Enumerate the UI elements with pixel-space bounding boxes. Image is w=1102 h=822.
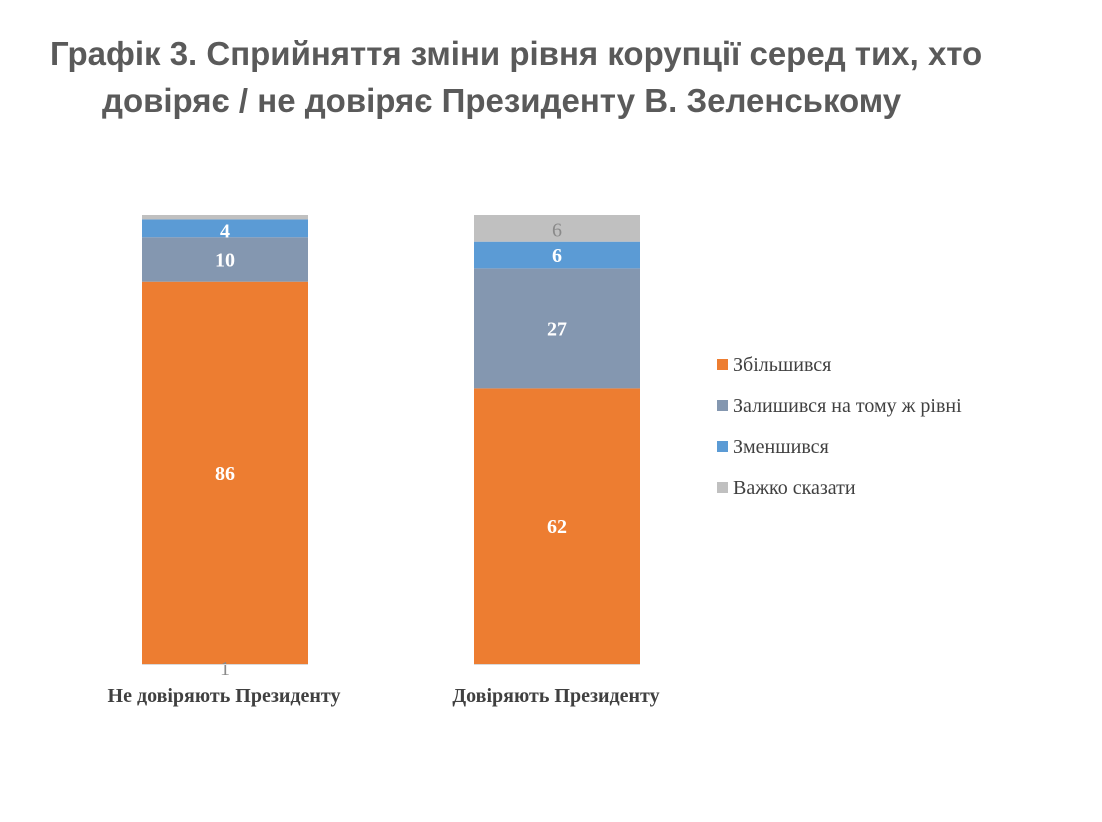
data-label-1-3: 4 (220, 220, 230, 242)
data-label-1-1: 86 (215, 463, 235, 485)
data-label-2-1: 62 (547, 516, 567, 538)
legend-swatch-1 (717, 359, 728, 370)
bar-segment-2-2 (474, 268, 640, 389)
chart-title: Графік 3. Сприйняття зміни рівня корупці… (0, 30, 1102, 124)
legend-label-2: Залишився на тому ж рівні (733, 395, 962, 417)
legend-swatch-3 (717, 441, 728, 452)
data-label-2-3: 6 (552, 245, 562, 267)
bar-segment-2-4 (474, 215, 640, 242)
bar-segment-2-3 (474, 241, 640, 269)
legend-swatch-4 (717, 482, 728, 493)
data-label-2-2: 27 (547, 318, 567, 340)
legend-swatch-2 (717, 400, 728, 411)
legend-label-1: Збільшився (733, 354, 831, 376)
bar-segment-2-1 (474, 388, 640, 664)
data-label-1-4: 1 (220, 658, 230, 680)
data-label-2-4: 6 (552, 219, 562, 241)
legend-label-3: Зменшився (733, 436, 829, 458)
legend-label-4: Важко сказати (733, 477, 856, 499)
bar-segment-1-4 (142, 215, 308, 220)
chart-title-line-1: Графік 3. Сприйняття зміни рівня корупці… (50, 35, 983, 72)
category-label-1: Не довіряють Президенту (108, 685, 341, 707)
data-label-1-2: 10 (215, 249, 235, 271)
chart-title-line-2: довіряє / не довіряє Президенту В. Зелен… (102, 82, 902, 119)
bar-segment-1-3 (142, 219, 308, 238)
bar-segment-1-2 (142, 237, 308, 282)
bar-segment-1-1 (142, 281, 308, 664)
category-label-2: Довіряють Президенту (452, 685, 659, 707)
